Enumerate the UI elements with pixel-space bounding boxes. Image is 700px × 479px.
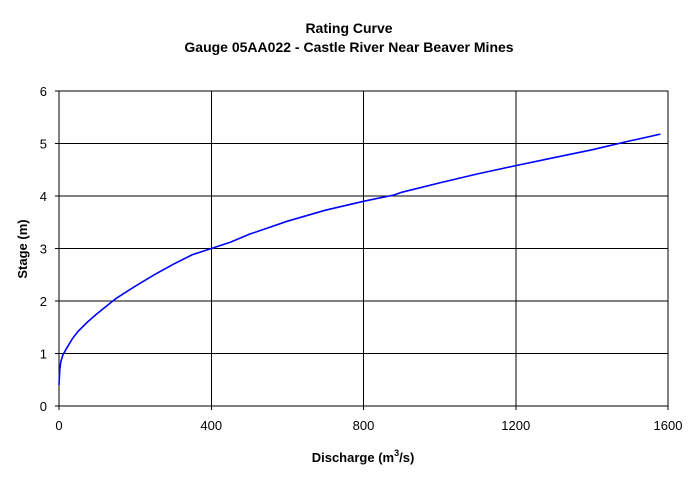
chart-subtitle: Gauge 05AA022 - Castle River Near Beaver… (184, 39, 513, 55)
x-tick-label: 1200 (501, 418, 530, 433)
x-tick-label: 0 (55, 418, 62, 433)
x-axis-title-suffix: /s) (399, 450, 414, 465)
plot-area: 0 1 2 3 4 5 6 0 400 800 1200 1600 (40, 84, 683, 433)
x-tick-label: 800 (353, 418, 375, 433)
y-axis-title: Stage (m) (15, 219, 30, 278)
y-tick-label: 0 (40, 399, 47, 414)
y-tick-label: 5 (40, 137, 47, 152)
x-axis-title-superscript: 3 (394, 448, 399, 458)
y-tick-label: 1 (40, 347, 47, 362)
y-tick-label: 2 (40, 294, 47, 309)
y-tick-label: 6 (40, 84, 47, 99)
x-axis-title-main: Discharge (m (312, 450, 394, 465)
y-tick-label: 3 (40, 242, 47, 257)
y-tick-label: 4 (40, 189, 47, 204)
x-tick-label: 1600 (654, 418, 683, 433)
rating-curve-line (58, 133, 661, 386)
chart-title: Rating Curve (305, 20, 392, 36)
x-tick-label: 400 (200, 418, 222, 433)
x-axis-title: Discharge (m3/s) (312, 448, 415, 465)
